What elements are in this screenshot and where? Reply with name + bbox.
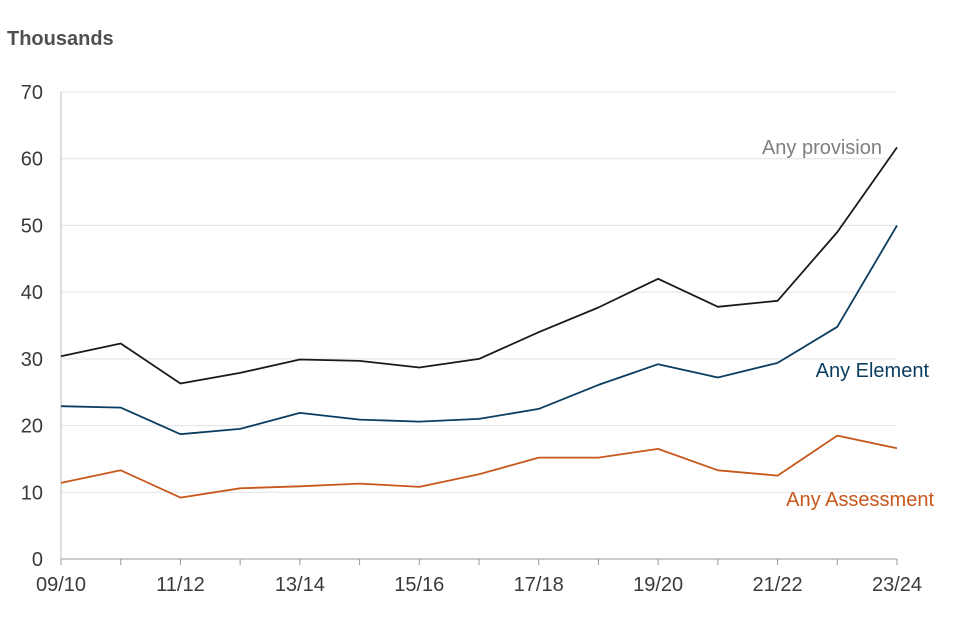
- series-label-any-provision: Any provision: [762, 137, 882, 159]
- series-label-any-element: Any Element: [816, 360, 930, 382]
- series-label-any-assessment: Any Assessment: [786, 489, 934, 511]
- y-axis-units-label: Thousands: [7, 28, 114, 50]
- y-tick-label: 0: [32, 549, 43, 571]
- y-tick-label: 30: [21, 349, 43, 371]
- x-tick-label: 19/20: [633, 574, 683, 596]
- x-axis-ticks: 09/10 11/12 13/14 15/16 17/18 19/20 21/22 23/24: [36, 559, 922, 596]
- x-tick-label: 13/14: [275, 574, 325, 596]
- series-group: [60, 146, 898, 499]
- x-tick-label: 17/18: [514, 574, 564, 596]
- x-tick-label: 21/22: [753, 574, 803, 596]
- y-tick-label: 70: [21, 82, 43, 104]
- x-tick-label: 23/24: [872, 574, 922, 596]
- y-axis-ticks: 0 10 20 30 40 50 60 70: [21, 82, 43, 571]
- x-tick-label: 09/10: [36, 574, 86, 596]
- axes: [60, 92, 897, 560]
- y-tick-label: 10: [21, 482, 43, 504]
- y-tick-label: 50: [21, 215, 43, 237]
- series-labels: Any provision Any Element Any Assessment: [762, 137, 935, 511]
- series-line-any-element: [60, 224, 898, 436]
- series-line-any-assessment: [60, 434, 898, 499]
- y-tick-label: 60: [21, 149, 43, 171]
- y-tick-label: 40: [21, 282, 43, 304]
- y-tick-label: 20: [21, 416, 43, 438]
- series-line-any-provision: [60, 146, 898, 385]
- x-tick-label: 11/12: [156, 574, 205, 596]
- x-tick-label: 15/16: [394, 574, 444, 596]
